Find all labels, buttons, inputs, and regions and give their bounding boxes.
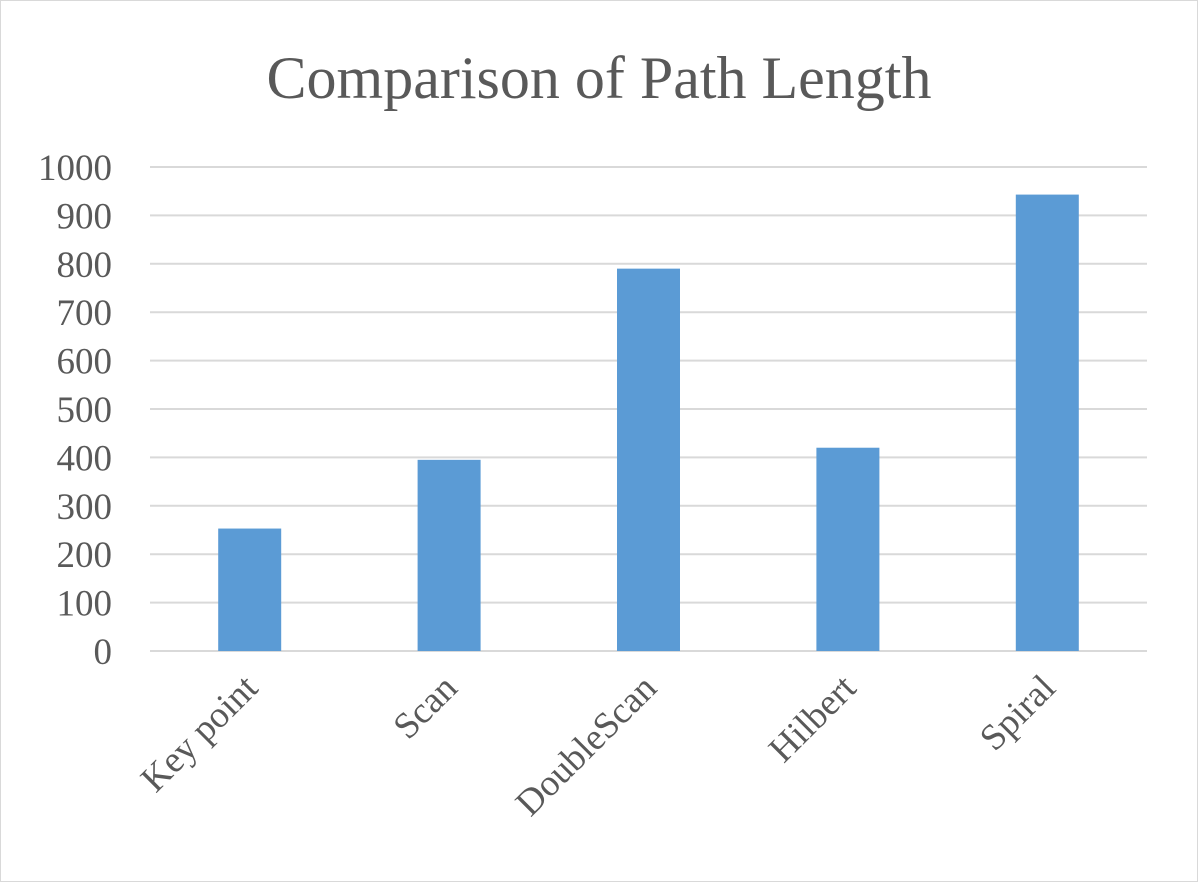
y-axis-tick-labels: 0 100 200 300 400 500 600 700 800 900 1000 [38,148,112,673]
chart-title: Comparison of Path Length [266,45,932,111]
bar-doublescan [617,268,680,651]
bar-key-point [218,528,282,651]
bar-scan [417,459,481,651]
y-tick-label: 100 [57,584,113,625]
y-tick-label: 1000 [38,148,112,189]
bar-hilbert [816,447,880,651]
y-tick-label: 200 [57,535,113,576]
x-tick-label: Hilbert [761,667,865,771]
x-tick-label: Scan [386,667,466,747]
x-tick-label: Key point [133,667,266,800]
x-tick-label: Spiral [972,667,1063,758]
y-tick-label: 500 [57,390,113,431]
x-tick-label: DoubleScan [508,667,665,824]
y-tick-label: 0 [94,632,113,673]
y-tick-label: 700 [57,293,113,334]
y-tick-label: 600 [57,342,113,383]
y-tick-label: 400 [57,438,113,479]
y-tick-label: 300 [57,487,113,528]
x-axis-tick-labels: Key point Scan DoubleScan Hilbert Spiral [133,667,1064,824]
bars [218,194,1079,651]
y-tick-label: 900 [57,196,113,237]
bar-spiral [1015,194,1079,651]
y-tick-label: 800 [57,245,113,286]
